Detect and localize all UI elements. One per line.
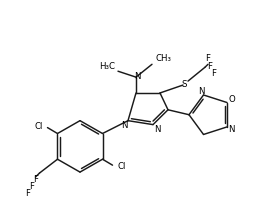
Text: N: N bbox=[134, 72, 140, 81]
Text: N: N bbox=[228, 125, 234, 134]
Text: F: F bbox=[33, 176, 38, 184]
Text: Cl: Cl bbox=[117, 162, 126, 171]
Text: H₃C: H₃C bbox=[99, 62, 115, 71]
Text: CH₃: CH₃ bbox=[155, 54, 171, 63]
Text: F: F bbox=[25, 189, 30, 198]
Text: Cl: Cl bbox=[34, 122, 43, 131]
Text: N: N bbox=[154, 125, 160, 134]
Text: N: N bbox=[198, 87, 205, 96]
Text: F: F bbox=[207, 62, 213, 71]
Text: O: O bbox=[229, 95, 235, 104]
Text: S: S bbox=[181, 80, 187, 89]
Text: F: F bbox=[211, 69, 217, 78]
Text: N: N bbox=[121, 121, 127, 130]
Text: F: F bbox=[29, 182, 34, 191]
Text: F: F bbox=[206, 54, 210, 63]
